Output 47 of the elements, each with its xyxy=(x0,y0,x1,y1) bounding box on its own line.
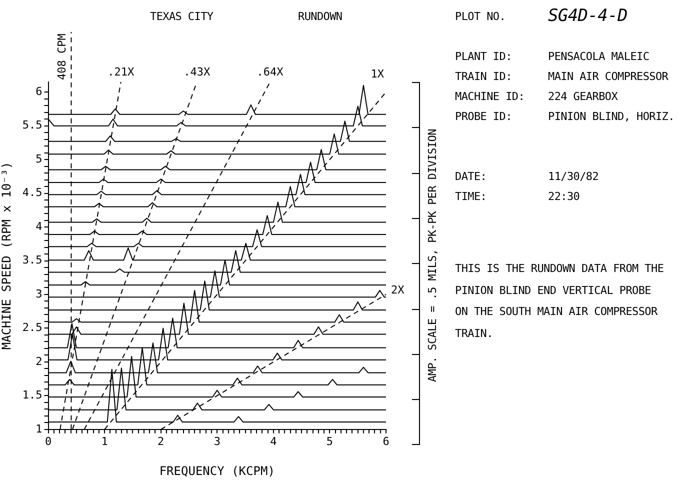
ref-line-label: 408 CPM xyxy=(56,33,69,80)
y-tick-label: 5 xyxy=(36,152,42,166)
text: TRAIN. xyxy=(455,326,493,340)
text: PROBE ID: xyxy=(455,110,512,123)
y-tick-label: 1.5 xyxy=(22,388,42,402)
y-tick-label: 2.5 xyxy=(22,321,42,334)
x-axis-title: FREQUENCY (KCPM) xyxy=(159,464,275,478)
text: MACHINE ID: xyxy=(455,90,525,103)
text: PENSACOLA MALEIC xyxy=(548,50,650,63)
text: MAIN AIR COMPRESSOR xyxy=(548,70,668,83)
y-tick-label: 2 xyxy=(36,354,42,368)
y-tick-label: 1 xyxy=(36,422,42,436)
text: 224 GEARBOX xyxy=(548,90,618,103)
x-tick-label: 0 xyxy=(44,434,52,448)
text: TIME: xyxy=(455,190,487,203)
y2-axis-title: AMP. SCALE = .5 MILS, PK-PK PER DIVISION xyxy=(425,128,438,382)
text: SG4D-4-D xyxy=(548,6,628,26)
x-tick-label: 2 xyxy=(158,434,164,448)
y-tick-label: 3 xyxy=(36,287,42,300)
y-tick-label: 6 xyxy=(36,84,42,98)
text: THIS IS THE RUNDOWN DATA FROM THE xyxy=(455,262,664,275)
x-tick-label: 5 xyxy=(326,434,334,448)
y-tick-label: 4.5 xyxy=(22,186,42,200)
series-label: 2X xyxy=(391,283,405,296)
chart-title: TEXAS CITY xyxy=(150,10,214,23)
text: 11/30/82 xyxy=(548,170,599,183)
x-tick-label: 3 xyxy=(214,434,220,448)
text: PINION BLIND, HORIZ. xyxy=(548,110,674,123)
text: ON THE SOUTH MAIN AIR COMPRESSOR xyxy=(455,305,658,318)
text: TRAIN ID: xyxy=(455,70,512,83)
text: PINION BLIND END VERTICAL PROBE xyxy=(455,284,651,297)
text: 22:30 xyxy=(548,190,580,203)
text: PLANT ID: xyxy=(455,50,512,63)
x-tick-label: 6 xyxy=(382,434,390,448)
text: PLOT NO. xyxy=(455,10,506,23)
series-label: .43X xyxy=(184,65,210,78)
series-label: .21X xyxy=(108,65,134,78)
x-tick-label: 4 xyxy=(270,434,278,448)
y-tick-label: 5.5 xyxy=(22,118,42,132)
y-axis-title: MACHINE SPEED (RPM x 10⁻³) xyxy=(0,162,14,350)
y-tick-label: 4 xyxy=(36,220,43,233)
text: DATE: xyxy=(455,170,487,183)
x-tick-label: 1 xyxy=(101,434,108,448)
series-label: .64X xyxy=(256,65,284,78)
series-label: 1X xyxy=(370,67,384,80)
chart-subtitle: RUNDOWN xyxy=(298,10,342,23)
y-tick-label: 3.5 xyxy=(22,254,42,267)
